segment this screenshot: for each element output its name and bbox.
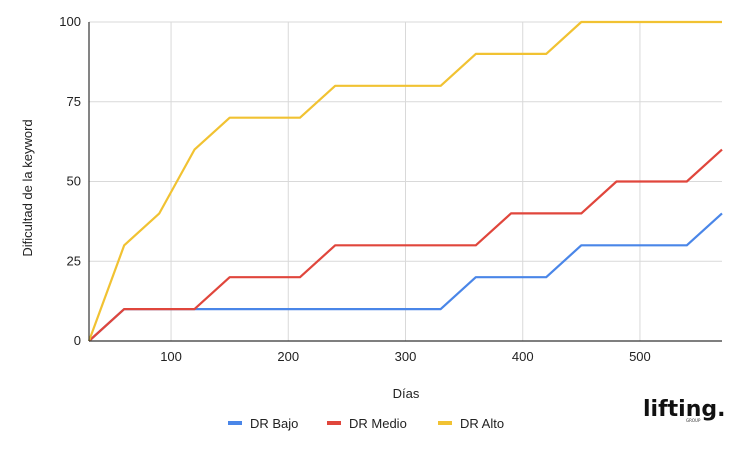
x-tick-label: 100 [160, 349, 182, 364]
x-axis-title: Días [393, 386, 420, 401]
x-axis-ticks: 100 200 300 400 500 [160, 349, 651, 364]
legend-swatch [228, 421, 242, 425]
legend-swatch [438, 421, 452, 425]
legend-item: DR Alto [438, 416, 504, 431]
logo-wordmark: lifting. [643, 397, 725, 422]
y-axis-ticks: 0 25 50 75 100 [59, 14, 81, 348]
y-tick-label: 25 [67, 253, 81, 268]
legend-label: DR Alto [460, 416, 504, 431]
series-line-dr-alto [87, 20, 722, 342]
series-line-dr-medio [88, 148, 723, 342]
legend-item: DR Medio [327, 416, 407, 431]
legend: DR Bajo DR Medio DR Alto [228, 416, 504, 431]
axes [88, 22, 722, 342]
y-axis-title: Dificultad de la keyword [20, 119, 35, 256]
x-tick-label: 400 [512, 349, 534, 364]
y-tick-label: 100 [59, 14, 81, 29]
legend-swatch [327, 421, 341, 425]
x-tick-label: 200 [277, 349, 299, 364]
logo-subtext: GROUP [686, 418, 701, 423]
legend-label: DR Bajo [250, 416, 298, 431]
x-tick-label: 500 [629, 349, 651, 364]
y-tick-label: 50 [67, 174, 81, 189]
y-tick-label: 0 [74, 333, 81, 348]
legend-item: DR Bajo [228, 416, 298, 431]
x-tick-label: 300 [395, 349, 417, 364]
y-tick-label: 75 [67, 94, 81, 109]
series-lines [87, 20, 723, 342]
legend-label: DR Medio [349, 416, 407, 431]
lifting-logo: lifting. GROUP [643, 397, 725, 423]
